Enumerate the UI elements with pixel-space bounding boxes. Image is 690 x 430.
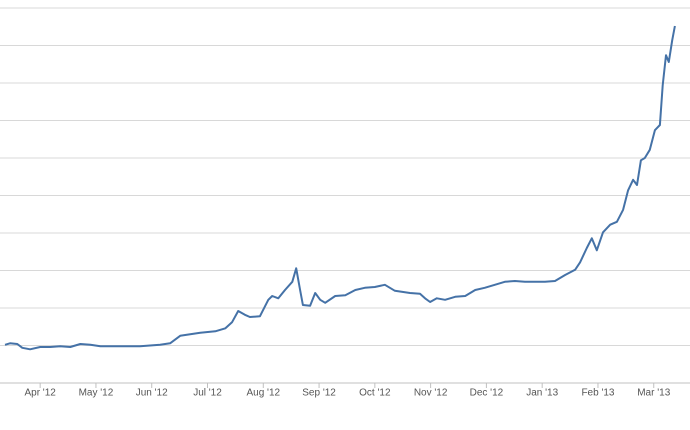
x-tick-label: Mar '13 xyxy=(637,388,670,399)
x-tick-label: Jan '13 xyxy=(526,388,558,399)
x-tick-label: Sep '12 xyxy=(302,388,336,399)
x-tick-label: Apr '12 xyxy=(24,388,56,399)
x-tick-label: Aug '12 xyxy=(246,388,280,399)
x-tick-label: Oct '12 xyxy=(359,388,391,399)
price-line xyxy=(4,25,676,351)
x-tick-label: Jul '12 xyxy=(193,388,222,399)
x-tick-label: May '12 xyxy=(79,388,114,399)
x-tick-label: Nov '12 xyxy=(414,388,448,399)
x-tick-label: Dec '12 xyxy=(470,388,504,399)
x-tick-label: Jun '12 xyxy=(136,388,168,399)
x-tick-label: Feb '13 xyxy=(581,388,614,399)
